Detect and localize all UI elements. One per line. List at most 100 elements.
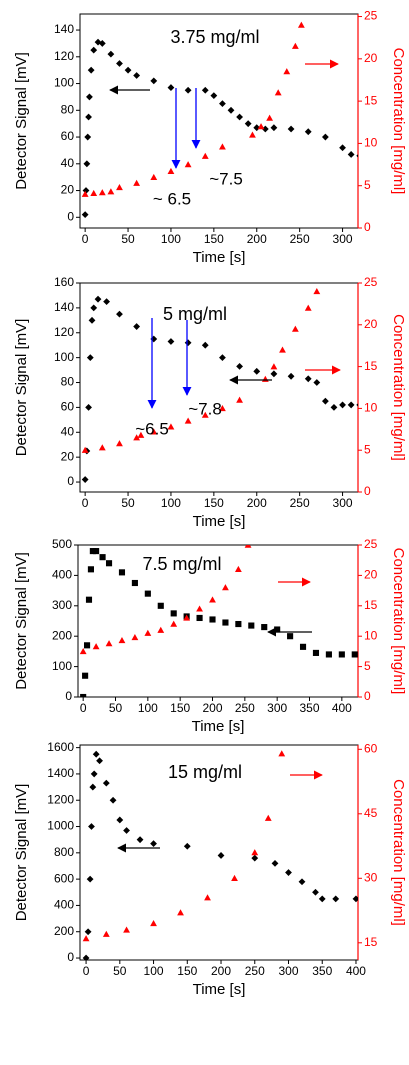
data-point [88, 316, 96, 324]
data-point [271, 859, 279, 867]
data-point [98, 40, 106, 47]
data-point [105, 640, 113, 647]
x-tick-label: 150 [170, 701, 190, 715]
y-tick-label: 200 [54, 924, 74, 938]
data-point [133, 434, 141, 441]
data-point [84, 928, 92, 936]
data-point [251, 849, 259, 856]
data-point [94, 38, 102, 46]
data-point [86, 93, 93, 101]
data-point [137, 431, 145, 438]
data-point [103, 298, 110, 306]
x-tick-label: 350 [312, 964, 332, 978]
data-point [313, 379, 321, 386]
x-tick-label: 0 [83, 964, 90, 978]
data-point [219, 405, 226, 412]
data-point [196, 614, 203, 622]
y2-tick-label: 60 [364, 741, 378, 755]
data-point [167, 423, 175, 430]
x-tick-label: 300 [333, 496, 353, 510]
x-tick-label: 400 [346, 964, 366, 978]
data-point [351, 651, 358, 658]
data-point [253, 367, 261, 375]
data-point [236, 396, 243, 403]
data-point [261, 624, 268, 631]
data-point [81, 446, 89, 453]
data-point [330, 404, 338, 411]
y2-tick-label: 5 [364, 442, 371, 456]
x-tick-label: 50 [121, 232, 135, 246]
data-point [222, 584, 229, 591]
data-point [210, 92, 218, 99]
data-point [83, 642, 91, 649]
data-point [150, 77, 158, 85]
data-point [183, 614, 191, 621]
y2-tick-label: 25 [364, 275, 378, 289]
x-tick-label: 100 [138, 701, 158, 715]
y-tick-label: 0 [67, 950, 74, 964]
y-tick-label: 300 [52, 598, 72, 612]
data-point [183, 842, 191, 850]
data-point [287, 372, 295, 380]
data-point [270, 363, 278, 370]
data-point [133, 72, 141, 79]
data-point [347, 401, 355, 409]
data-point [86, 354, 94, 362]
data-point [157, 626, 165, 633]
data-point [116, 440, 123, 447]
data-point [90, 189, 98, 197]
data-point [167, 338, 175, 345]
data-point [347, 151, 355, 158]
x-tick-label: 300 [267, 701, 287, 715]
data-point [87, 566, 94, 573]
y-tick-label: 0 [65, 689, 72, 703]
data-point [257, 123, 265, 130]
y2-tick-label: 0 [364, 484, 371, 498]
annotation: 15 mg/ml [168, 762, 242, 782]
y2-axis-title: Concentration [mg/ml] [390, 779, 407, 926]
y2-tick-label: 0 [364, 689, 371, 703]
data-point [85, 404, 92, 411]
data-point [235, 620, 242, 628]
y2-axis-title: Concentration [mg/ml] [390, 548, 407, 695]
y2-tick-label: 30 [364, 870, 378, 884]
data-point [339, 401, 346, 409]
data-point [356, 154, 358, 158]
annotation: ~ 6.5 [153, 189, 191, 208]
data-point [98, 444, 106, 451]
y2-tick-label: 5 [364, 178, 371, 192]
data-point [287, 125, 295, 133]
data-point [201, 86, 209, 94]
data-point [244, 545, 252, 548]
x-tick-label: 200 [211, 964, 231, 978]
annotation: ~7.5 [209, 169, 243, 188]
data-point [82, 672, 89, 679]
data-point [80, 693, 87, 697]
data-point [184, 86, 192, 94]
data-point [279, 346, 286, 353]
data-point [116, 310, 123, 318]
data-point [312, 649, 320, 656]
data-point [177, 909, 184, 916]
data-point [94, 295, 102, 303]
data-point [298, 878, 306, 886]
data-point [90, 304, 98, 312]
data-point [131, 579, 138, 587]
annotation: ~7.8 [188, 399, 222, 418]
data-point [92, 643, 100, 650]
y2-axis-title: Concentration [mg/ml] [390, 314, 407, 461]
y-tick-label: 400 [54, 898, 74, 912]
data-point [79, 648, 87, 655]
data-point [93, 548, 100, 555]
x-axis-title: Time [s] [193, 249, 246, 266]
data-point [304, 304, 312, 311]
data-point [285, 869, 292, 876]
x-tick-label: 250 [290, 496, 310, 510]
y-axis-title: Detector Signal [mV] [13, 784, 30, 922]
data-point [261, 375, 269, 382]
data-point [251, 854, 259, 862]
data-point [278, 750, 286, 757]
data-point [81, 190, 89, 197]
data-point [270, 124, 278, 132]
y2-tick-label: 25 [364, 9, 378, 23]
